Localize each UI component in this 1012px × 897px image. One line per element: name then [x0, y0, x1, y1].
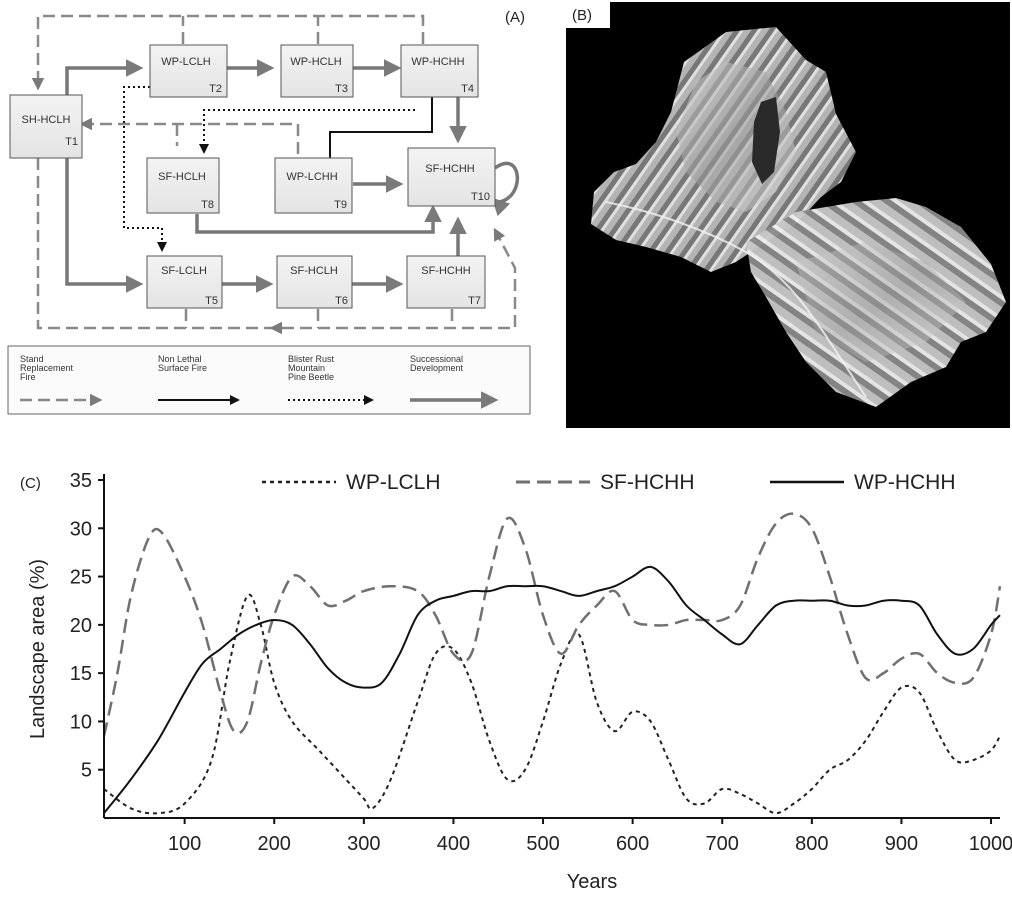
state-box-t3-label: WP-HCLH	[290, 56, 341, 68]
state-box-t6-tag: T6	[335, 295, 348, 307]
x-tick-label: 1000	[969, 833, 1012, 855]
legend-stand-replacement-fire-label: Stand Replacement Fire	[20, 354, 74, 382]
y-tick-label: 25	[70, 567, 92, 589]
state-box-t1: SH-HCLH T1	[9, 94, 83, 159]
x-axis-label: Years	[567, 871, 617, 892]
legend-surface-fire-label: Non Lethal Surface Fire	[158, 354, 207, 373]
series-line-wp-lclh	[103, 593, 1001, 815]
panel-b-label-box	[566, 2, 610, 28]
panel-a-label: (A)	[505, 9, 525, 26]
y-tick-label: 30	[70, 518, 92, 540]
state-box-t6-label: SF-HCLH	[290, 265, 338, 277]
state-box-t5: SF-LCLH T5	[146, 255, 223, 309]
line-chart: (C) WP-LCLH SF-HCHH WP-HCHH 5101520253035 …	[20, 470, 1012, 893]
state-box-t2-label: WP-LCLH	[161, 56, 211, 68]
surface-fire-routes	[325, 95, 433, 168]
axes	[103, 474, 1000, 819]
y-tick-label: 20	[70, 615, 92, 637]
state-box-t9-tag: T9	[334, 199, 347, 211]
x-tick-label: 700	[706, 833, 739, 855]
state-box-t4: WP-HCHH T4	[400, 44, 479, 98]
state-box-t10: SF-HCHH T10	[407, 147, 496, 207]
legend-successional-development: Successional Development	[410, 354, 499, 409]
panel-b-label: (B)	[572, 7, 592, 24]
legend-label-wp-hchh: WP-HCHH	[854, 471, 955, 494]
state-box-t5-label: SF-LCLH	[161, 265, 207, 277]
state-transition-diagram: SH-HCLH T1 WP-LCLH T2 WP-HCLH T3 WP-HCHH…	[0, 0, 540, 420]
y-ticks: 5 10 15 20 25 30 35	[70, 470, 104, 782]
state-box-t4-label: WP-HCHH	[411, 56, 464, 68]
x-tick-label: 600	[616, 833, 649, 855]
legend-label-wp-lclh: WP-LCLH	[346, 471, 441, 494]
x-tick-label: 300	[347, 833, 380, 855]
state-box-t2-tag: T2	[209, 83, 222, 95]
blister-rust-routes	[123, 86, 415, 252]
legend-label-sf-hchh: SF-HCHH	[600, 471, 695, 494]
state-box-t6: SF-HCLH T6	[276, 255, 353, 309]
chart-legend: WP-LCLH SF-HCHH WP-HCHH	[262, 471, 955, 494]
legend-blister-rust: Blister Rust Mountain Pine Beetle	[288, 354, 374, 405]
diagram-legend: Stand Replacement Fire Non Lethal Surface F…	[7, 345, 531, 415]
state-box-t1-tag: T1	[65, 136, 78, 148]
legend-surface-fire: Non Lethal Surface Fire	[158, 354, 240, 405]
y-tick-label: 15	[70, 663, 92, 685]
x-tick-label: 900	[885, 833, 918, 855]
y-tick-label: 35	[70, 470, 92, 492]
state-box-t8: SF-HCLH T8	[146, 157, 220, 214]
panel-c-label: (C)	[20, 475, 41, 492]
y-tick-label: 10	[70, 711, 92, 733]
x-tick-label: 800	[795, 833, 828, 855]
series-layer	[102, 512, 1002, 815]
state-box-t9-label: WP-LCHH	[286, 171, 337, 183]
x-tick-label: 200	[258, 833, 291, 855]
state-box-t1-label: SH-HCLH	[22, 114, 71, 126]
legend-stand-replacement-fire: Stand Replacement Fire	[20, 354, 103, 407]
state-boxes: SH-HCLH T1 WP-LCLH T2 WP-HCLH T3 WP-HCHH…	[9, 44, 496, 309]
x-tick-label: 400	[437, 833, 470, 855]
landscape-area-chart: (C) WP-LCLH SF-HCHH WP-HCHH 5 10 15 20 25 30 35 …	[0, 440, 1012, 893]
state-box-t7-tag: T7	[468, 295, 481, 307]
y-axis-label: Landscape area (%)	[27, 559, 49, 739]
legend-successional-development-label: Successional Development	[410, 354, 464, 373]
x-tick-label: 500	[526, 833, 559, 855]
state-box-t7-label: SF-HCHH	[421, 265, 471, 277]
x-ticks: 100 200 300 400 500 600 700 800 900 1000	[168, 818, 1012, 855]
state-box-t5-tag: T5	[205, 295, 218, 307]
state-box-t8-tag: T8	[201, 199, 214, 211]
stand-replacement-fire-routes	[31, 14, 517, 330]
state-box-t2: WP-LCLH T2	[149, 44, 228, 98]
series-line-wp-hchh	[103, 565, 1001, 814]
y-tick-label: 5	[81, 760, 92, 782]
state-box-t9: WP-LCHH T9	[274, 157, 353, 214]
state-box-t7: SF-HCHH T7	[406, 255, 486, 309]
state-box-t8-label: SF-HCLH	[158, 171, 206, 183]
state-box-t10-label: SF-HCHH	[425, 163, 475, 175]
state-box-t3-tag: T3	[335, 83, 348, 95]
x-tick-label: 100	[168, 833, 201, 855]
series-line-sf-hchh	[102, 512, 1002, 737]
successional-development-routes	[65, 59, 520, 293]
state-box-t4-tag: T4	[461, 83, 474, 95]
watershed-shape	[591, 27, 1006, 407]
legend-blister-rust-label: Blister Rust Mountain Pine Beetle	[288, 354, 335, 382]
watershed-relief-map: (B)	[566, 2, 1010, 428]
state-box-t10-tag: T10	[471, 191, 490, 203]
state-box-t3: WP-HCLH T3	[280, 44, 354, 98]
